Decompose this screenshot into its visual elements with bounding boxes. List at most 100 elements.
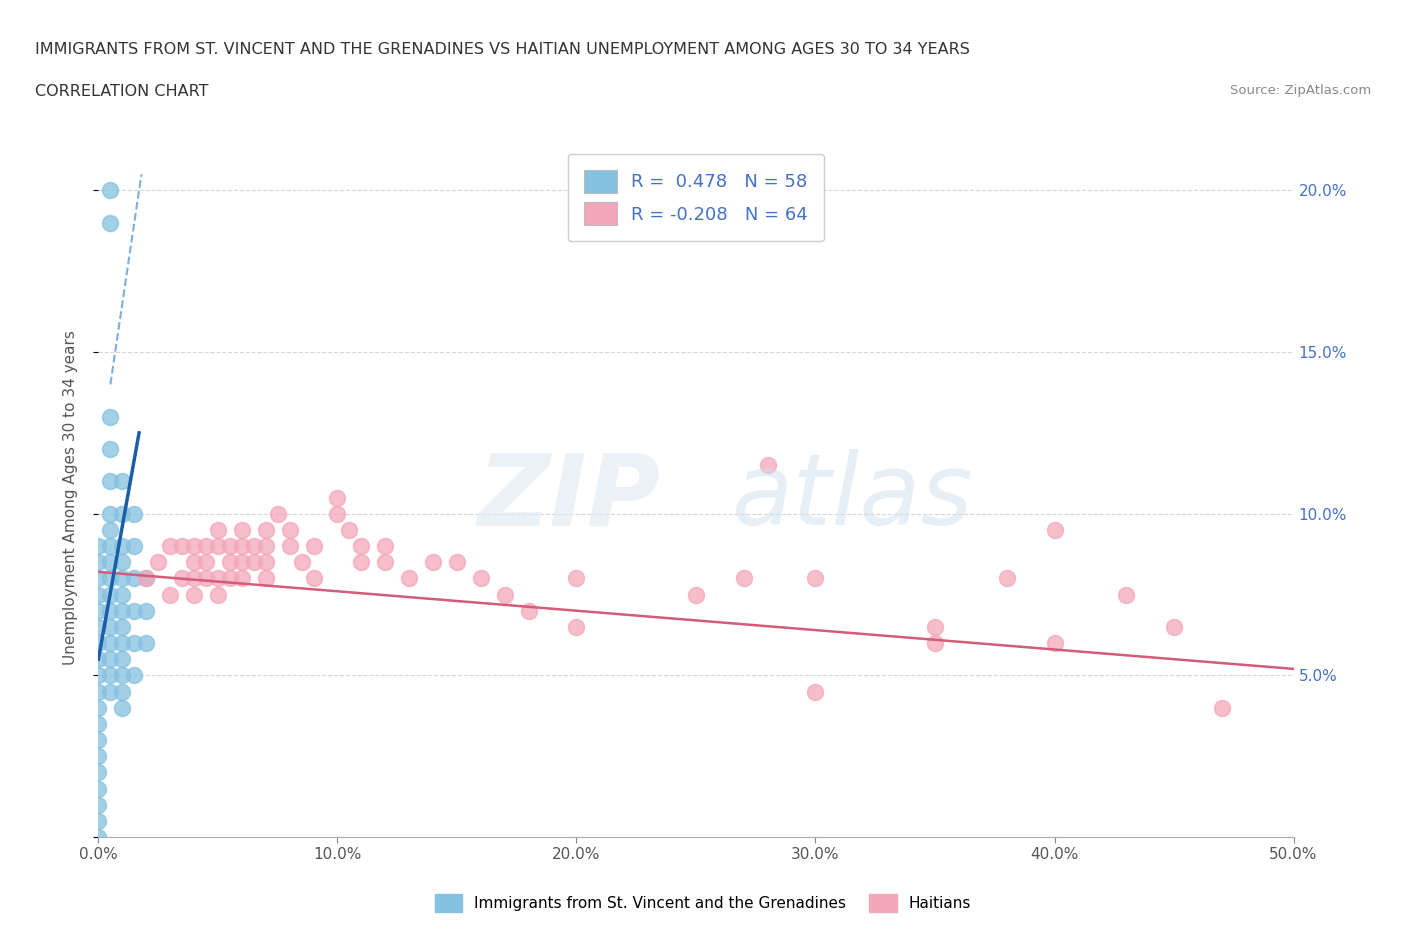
Point [194,571,218,586]
Point [565,619,588,634]
Point [517,604,540,618]
Point [243,538,266,553]
Point [1163,619,1185,634]
Point [98,442,122,457]
Point [291,555,314,570]
Point [1211,700,1233,715]
Point [124,571,146,586]
Point [124,635,146,650]
Point [995,571,1018,586]
Point [326,506,349,521]
Point [326,490,349,505]
Point [278,523,301,538]
Point [470,571,492,586]
Point [124,506,146,521]
Point [98,571,122,586]
Point [183,555,205,570]
Point [194,555,218,570]
Point [124,604,146,618]
Point [756,458,779,472]
Point [207,587,229,602]
Point [231,555,253,570]
Point [98,587,122,602]
Text: ZIP: ZIP [477,449,661,546]
Point [98,684,122,699]
Point [87,781,110,796]
Point [87,635,110,650]
Point [1043,523,1066,538]
Point [124,668,146,683]
Point [194,538,218,553]
Point [1115,587,1137,602]
Point [87,749,110,764]
Point [111,700,134,715]
Point [111,619,134,634]
Point [111,635,134,650]
Point [87,604,110,618]
Point [219,555,242,570]
Point [98,668,122,683]
Point [254,555,277,570]
Point [87,587,110,602]
Point [87,830,110,844]
Point [685,587,707,602]
Point [111,506,134,521]
Point [98,409,122,424]
Point [422,555,444,570]
Legend: Immigrants from St. Vincent and the Grenadines, Haitians: Immigrants from St. Vincent and the Gren… [429,888,977,918]
Point [98,216,122,231]
Point [87,684,110,699]
Point [87,733,110,748]
Point [183,538,205,553]
Point [135,571,157,586]
Point [98,183,122,198]
Point [111,555,134,570]
Point [159,538,181,553]
Point [87,555,110,570]
Point [374,555,396,570]
Point [159,587,181,602]
Point [565,571,588,586]
Point [87,668,110,683]
Point [924,635,946,650]
Point [87,619,110,634]
Point [350,555,373,570]
Point [87,716,110,731]
Point [207,571,229,586]
Point [183,571,205,586]
Point [231,571,253,586]
Point [87,700,110,715]
Point [135,571,157,586]
Point [804,571,827,586]
Point [111,571,134,586]
Point [278,538,301,553]
Point [1043,635,1066,650]
Point [924,619,946,634]
Point [124,538,146,553]
Point [243,555,266,570]
Point [111,604,134,618]
Point [254,538,277,553]
Point [98,523,122,538]
Point [111,538,134,553]
Point [111,668,134,683]
Point [302,538,325,553]
Point [339,523,360,538]
Point [374,538,396,553]
Point [254,571,277,586]
Point [733,571,755,586]
Point [183,587,205,602]
Point [207,538,229,553]
Point [446,555,468,570]
Point [98,635,122,650]
Point [398,571,420,586]
Point [98,604,122,618]
Legend: R =  0.478   N = 58, R = -0.208   N = 64: R = 0.478 N = 58, R = -0.208 N = 64 [568,153,824,242]
Point [111,684,134,699]
Point [267,506,290,521]
Point [87,538,110,553]
Point [254,523,277,538]
Point [111,652,134,667]
Point [172,538,194,553]
Point [98,619,122,634]
